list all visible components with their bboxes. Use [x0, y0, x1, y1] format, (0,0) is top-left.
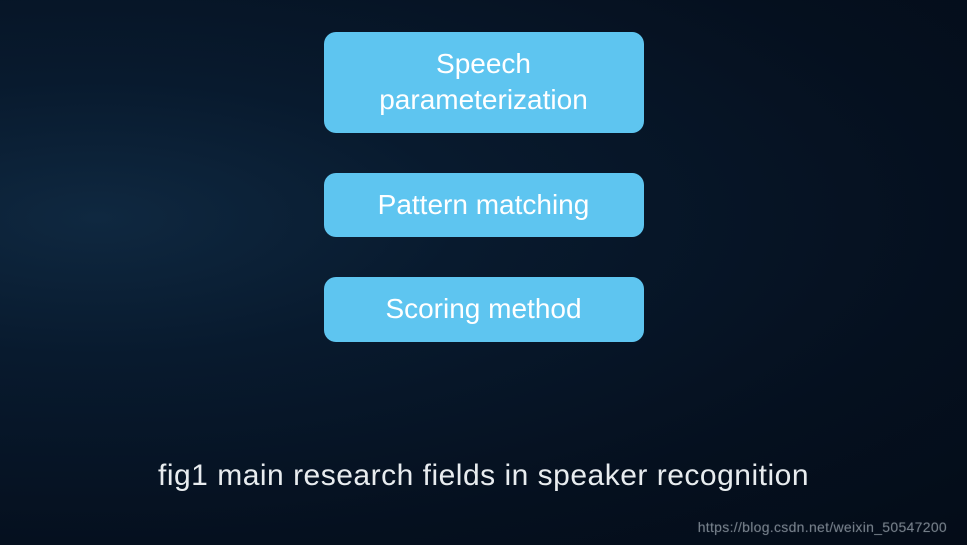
watermark-text: https://blog.csdn.net/weixin_50547200 — [698, 519, 947, 535]
box-scoring-method: Scoring method — [324, 277, 644, 341]
box-speech-parameterization: Speech parameterization — [324, 32, 644, 133]
diagram-container: Speech parameterization Pattern matching… — [0, 0, 967, 342]
box-pattern-matching: Pattern matching — [324, 173, 644, 237]
figure-caption: fig1 main research fields in speaker rec… — [0, 459, 967, 493]
